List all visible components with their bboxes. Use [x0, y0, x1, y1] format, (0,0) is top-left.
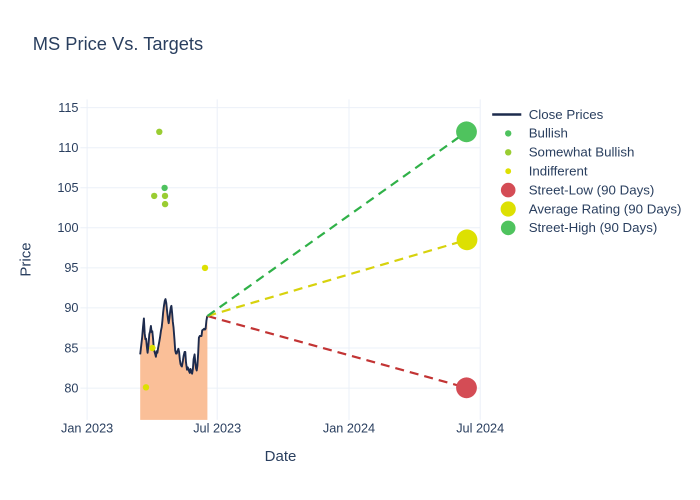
- svg-text:85: 85: [64, 341, 78, 355]
- svg-text:115: 115: [58, 101, 78, 115]
- svg-text:110: 110: [58, 141, 78, 155]
- svg-text:Jul 2024: Jul 2024: [456, 422, 504, 436]
- svg-text:Bullish: Bullish: [529, 126, 568, 141]
- svg-text:80: 80: [64, 381, 78, 395]
- svg-text:Average Rating (90 Days): Average Rating (90 Days): [529, 201, 682, 216]
- svg-text:Price: Price: [18, 242, 35, 276]
- svg-text:Close Prices: Close Prices: [529, 107, 604, 122]
- svg-text:MS Price Vs. Targets: MS Price Vs. Targets: [33, 33, 203, 54]
- svg-text:Jan 2024: Jan 2024: [323, 422, 375, 436]
- svg-text:Jul 2023: Jul 2023: [193, 422, 241, 436]
- svg-text:Date: Date: [265, 448, 297, 465]
- svg-text:100: 100: [57, 221, 78, 235]
- svg-text:Street-Low (90 Days): Street-Low (90 Days): [529, 182, 655, 197]
- svg-text:Somewhat Bullish: Somewhat Bullish: [529, 145, 635, 160]
- svg-text:105: 105: [57, 181, 78, 195]
- svg-text:90: 90: [64, 301, 78, 315]
- svg-text:95: 95: [64, 261, 78, 275]
- svg-text:Indifferent: Indifferent: [529, 164, 588, 179]
- svg-text:Street-High (90 Days): Street-High (90 Days): [529, 220, 658, 235]
- svg-text:Jan 2023: Jan 2023: [61, 422, 113, 436]
